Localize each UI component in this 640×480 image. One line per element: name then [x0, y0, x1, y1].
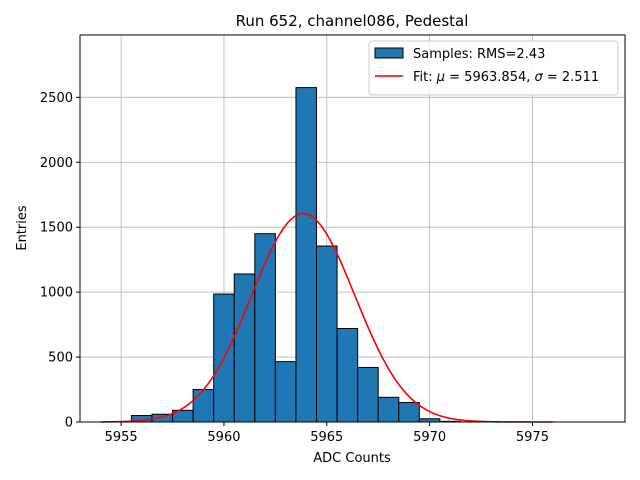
histogram-bar-7 [274, 361, 297, 423]
legend-fit-sigma-symbol: σ [535, 70, 544, 85]
legend-fit-mu-symbol: μ [436, 70, 445, 85]
chart-title: Run 652, channel086, Pedestal [236, 12, 469, 30]
y-tick-label-5: 2500 [40, 91, 73, 106]
legend-fit-label: Fit: μ = 5963.854, σ = 2.511 [413, 70, 599, 85]
x-tick-label-3: 5970 [413, 430, 446, 445]
legend-fit-prefix: Fit: [413, 70, 437, 85]
legend-fit-sigma-value: = 2.511 [543, 70, 599, 85]
y-tick-label-0: 0 [65, 416, 73, 431]
x-tick-label-4: 5975 [516, 430, 549, 445]
y-axis-label: Entries [15, 205, 30, 251]
y-tick-label-3: 1500 [40, 221, 73, 236]
y-tick-label-2: 1000 [40, 286, 73, 301]
x-tick-label-0: 5955 [105, 430, 138, 445]
y-tick-label-4: 2000 [40, 156, 73, 171]
histogram-bar-13 [398, 402, 420, 423]
legend-samples-label: Samples: RMS=2.43 [413, 47, 545, 62]
histogram-bar-3 [192, 389, 215, 423]
legend-fit-mu-value: = 5963.854, [445, 70, 534, 85]
x-axis-label: ADC Counts [313, 451, 391, 466]
y-axis-ticks: 0 500 1000 1500 2000 2500 [40, 91, 80, 431]
histogram-bar-11 [357, 366, 379, 423]
histogram-bar-10 [336, 327, 359, 423]
x-tick-label-2: 5965 [310, 430, 343, 445]
histogram-bar-12 [377, 396, 400, 423]
legend-samples-swatch [374, 47, 404, 59]
legend: Samples: RMS=2.43 Fit: μ = 5963.854, σ =… [368, 40, 619, 96]
fit-curve [100, 212, 554, 423]
legend-box [368, 40, 619, 96]
x-axis-ticks: 5955 5960 5965 5970 5975 [105, 422, 549, 445]
x-tick-label-1: 5960 [207, 430, 240, 445]
histogram-bars [130, 87, 461, 423]
histogram-bar-9 [316, 245, 338, 423]
histogram-bar-8 [295, 87, 318, 423]
y-tick-label-1: 500 [48, 351, 73, 366]
plot-frame [79, 34, 626, 423]
